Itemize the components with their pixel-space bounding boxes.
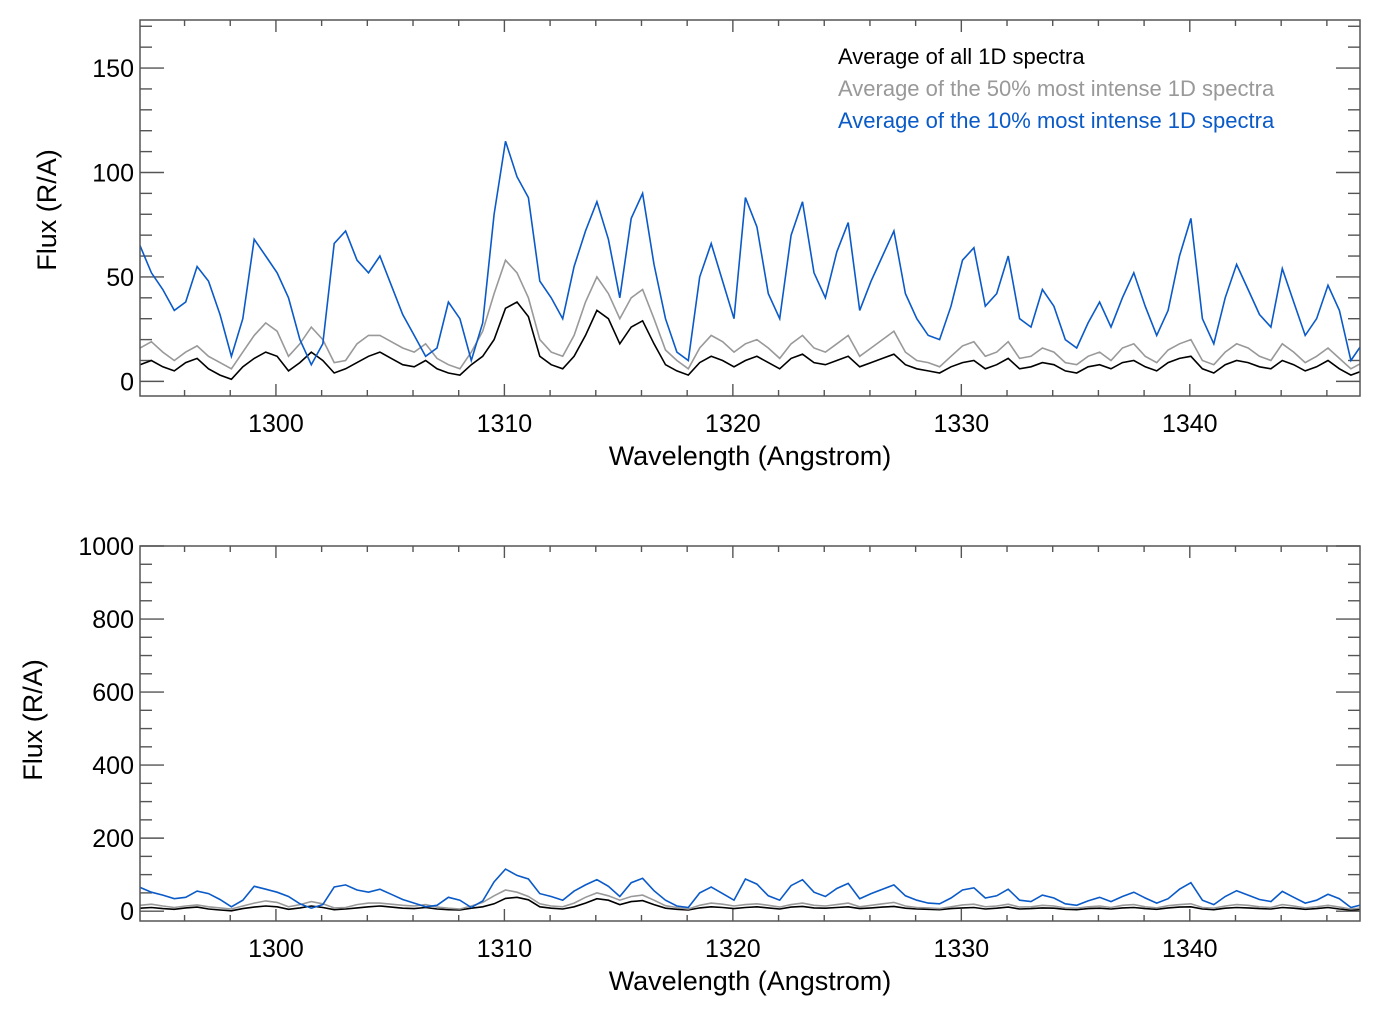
top-y-tick-labels: 0 50 100 150 — [92, 55, 134, 396]
bottom-y-axis-title: Flux (R/A) — [18, 659, 48, 781]
y-tick-label: 200 — [92, 825, 134, 853]
top-series-10pct-average — [140, 140, 1360, 367]
y-tick-label: 0 — [120, 368, 134, 396]
x-tick-label: 1300 — [248, 410, 304, 438]
bottom-plot-frame — [139, 545, 1361, 922]
y-tick-label: 1000 — [78, 533, 134, 561]
bottom-x-tick-labels: 1300 1310 1320 1330 1340 — [248, 935, 1217, 963]
x-tick-label: 1340 — [1162, 410, 1218, 438]
legend-all-spectra: Average of all 1D spectra — [838, 44, 1085, 69]
x-tick-label: 1340 — [1162, 935, 1218, 963]
legend-50pct-spectra: Average of the 50% most intense 1D spect… — [838, 76, 1275, 101]
x-tick-label: 1300 — [248, 935, 304, 963]
y-tick-label: 100 — [92, 159, 134, 187]
top-plot-frame — [139, 19, 1361, 397]
bottom-y-tick-labels: 0 200 400 600 800 1000 — [78, 533, 134, 926]
top-x-tick-labels: 1300 1310 1320 1330 1340 — [248, 410, 1217, 438]
x-tick-label: 1320 — [705, 410, 761, 438]
bottom-panel: 1300 1310 1320 1330 1340 0 200 400 600 800 1000 W… — [18, 533, 1361, 996]
y-tick-label: 50 — [106, 264, 134, 292]
y-tick-label: 600 — [92, 679, 134, 707]
x-tick-label: 1320 — [705, 935, 761, 963]
bottom-axis-ticks — [140, 545, 1360, 921]
x-tick-label: 1330 — [934, 935, 990, 963]
bottom-x-axis-title: Wavelength (Angstrom) — [609, 966, 892, 996]
legend-10pct-spectra: Average of the 10% most intense 1D spect… — [838, 108, 1275, 133]
x-tick-label: 1310 — [477, 410, 533, 438]
top-axis-ticks — [140, 20, 1360, 396]
top-series-all-average — [140, 300, 1360, 381]
y-tick-label: 150 — [92, 55, 134, 83]
top-panel: 1300 1310 1320 1330 1340 0 50 100 150 Wavelengt… — [32, 19, 1361, 471]
bottom-series-all-average — [140, 896, 1360, 912]
top-y-axis-title: Flux (R/A) — [32, 149, 62, 271]
y-tick-label: 0 — [120, 898, 134, 926]
y-tick-label: 400 — [92, 752, 134, 780]
bottom-series-10pct-average — [140, 868, 1360, 910]
x-tick-label: 1330 — [934, 410, 990, 438]
y-tick-label: 800 — [92, 606, 134, 634]
x-tick-label: 1310 — [477, 935, 533, 963]
top-x-axis-title: Wavelength (Angstrom) — [609, 441, 892, 471]
